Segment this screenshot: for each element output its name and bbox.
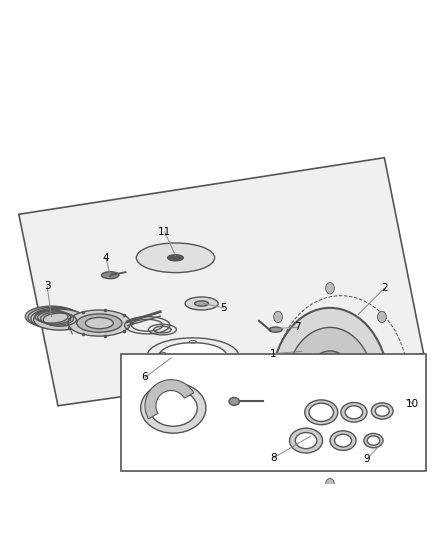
Text: 9: 9: [364, 454, 370, 464]
Ellipse shape: [185, 297, 218, 310]
Ellipse shape: [194, 301, 208, 306]
Ellipse shape: [295, 432, 317, 449]
Ellipse shape: [364, 433, 383, 448]
Ellipse shape: [325, 282, 334, 294]
Text: 2: 2: [381, 283, 388, 293]
Ellipse shape: [34, 309, 86, 330]
Ellipse shape: [286, 327, 374, 445]
Ellipse shape: [168, 255, 184, 261]
Ellipse shape: [341, 402, 367, 422]
Wedge shape: [145, 379, 194, 419]
Text: 5: 5: [220, 303, 226, 313]
Text: 4: 4: [102, 253, 109, 263]
Text: 11: 11: [158, 227, 171, 237]
Ellipse shape: [229, 398, 240, 405]
Text: 6: 6: [142, 373, 148, 383]
Ellipse shape: [305, 400, 338, 425]
Ellipse shape: [304, 351, 357, 422]
Ellipse shape: [371, 403, 393, 419]
Ellipse shape: [315, 367, 345, 406]
Ellipse shape: [325, 479, 334, 490]
Polygon shape: [19, 158, 424, 406]
Ellipse shape: [25, 306, 78, 327]
Ellipse shape: [330, 431, 356, 450]
Ellipse shape: [28, 307, 80, 328]
Ellipse shape: [290, 428, 322, 453]
Ellipse shape: [378, 311, 386, 322]
Ellipse shape: [68, 310, 131, 336]
Text: 8: 8: [270, 453, 277, 463]
Ellipse shape: [147, 338, 239, 374]
Ellipse shape: [309, 403, 333, 422]
Ellipse shape: [159, 343, 226, 369]
Ellipse shape: [274, 311, 283, 322]
Ellipse shape: [31, 308, 83, 329]
Text: 7: 7: [294, 322, 300, 333]
Ellipse shape: [378, 450, 386, 461]
Ellipse shape: [85, 318, 113, 329]
Ellipse shape: [367, 436, 380, 445]
Ellipse shape: [252, 381, 261, 392]
Text: 10: 10: [406, 399, 419, 409]
Ellipse shape: [271, 308, 389, 465]
Ellipse shape: [274, 450, 283, 461]
Ellipse shape: [149, 390, 197, 426]
Ellipse shape: [77, 314, 122, 332]
Text: 1: 1: [270, 349, 277, 359]
Ellipse shape: [269, 327, 282, 332]
Ellipse shape: [102, 272, 119, 279]
Ellipse shape: [399, 381, 408, 392]
Ellipse shape: [398, 389, 414, 415]
Text: 3: 3: [44, 281, 50, 291]
Ellipse shape: [345, 406, 363, 419]
Ellipse shape: [375, 406, 389, 416]
Ellipse shape: [141, 383, 206, 433]
FancyBboxPatch shape: [121, 353, 426, 471]
Ellipse shape: [136, 243, 215, 272]
Ellipse shape: [335, 434, 352, 447]
